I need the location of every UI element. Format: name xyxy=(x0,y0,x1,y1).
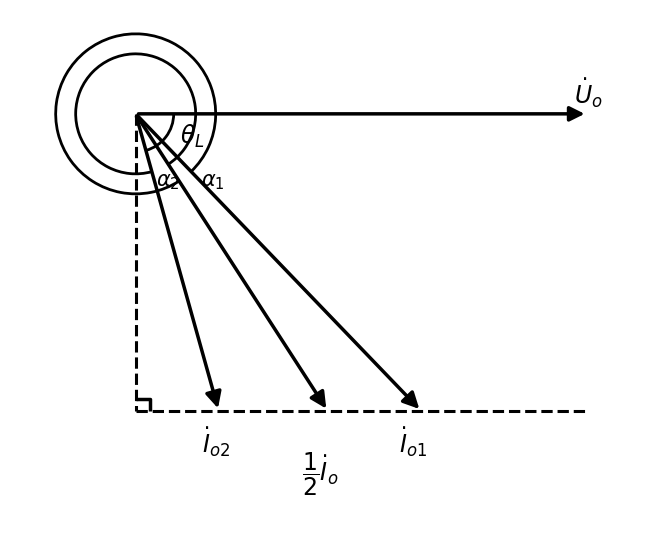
Text: $\alpha_1$: $\alpha_1$ xyxy=(200,172,224,192)
Text: $\dot{I}_{o2}$: $\dot{I}_{o2}$ xyxy=(202,425,230,459)
Text: $\dot{U}_o$: $\dot{U}_o$ xyxy=(574,76,603,110)
Text: $\dfrac{1}{2}\dot{I}_o$: $\dfrac{1}{2}\dot{I}_o$ xyxy=(302,450,338,497)
Text: $\dot{I}_{o1}$: $\dot{I}_{o1}$ xyxy=(399,425,427,459)
Text: $\alpha_2$: $\alpha_2$ xyxy=(156,172,180,192)
Text: $\theta_L$: $\theta_L$ xyxy=(180,123,204,150)
